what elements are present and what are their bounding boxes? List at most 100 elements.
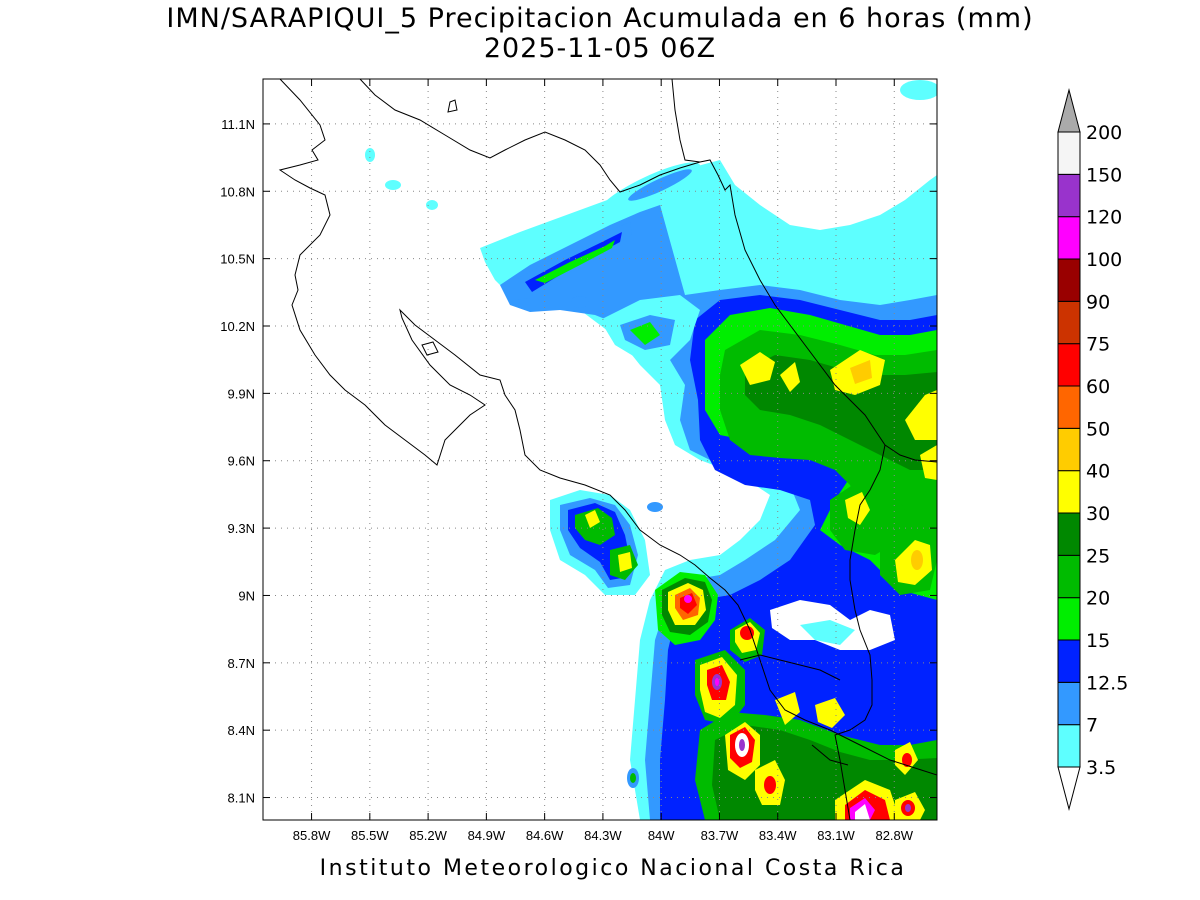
colorbar-label: 3.5 (1086, 757, 1116, 779)
colorbar-swatch (1057, 512, 1081, 556)
colorbar-label: 7 (1086, 715, 1098, 737)
precip-area (618, 552, 632, 572)
precip-area (905, 804, 911, 812)
y-tick-label: 10.2N (220, 319, 255, 334)
colorbar-label: 150 (1086, 164, 1122, 186)
colorbar-over-triangle (1057, 88, 1081, 133)
precip-area (740, 626, 754, 640)
precip-area (920, 445, 937, 480)
x-tick-label: 84.6W (526, 828, 564, 843)
y-tick-label: 10.5N (220, 252, 255, 267)
x-tick-label: 84.3W (584, 828, 622, 843)
northern-coast (671, 79, 701, 163)
colorbar-swatch (1057, 131, 1081, 175)
colorbar-label: 90 (1086, 291, 1110, 313)
x-tick-label: 85.2W (409, 828, 447, 843)
colorbar-label: 12.5 (1086, 672, 1128, 694)
colorbar-swatch (1057, 639, 1081, 683)
colorbar-label: 20 (1086, 588, 1110, 610)
precip-area (365, 148, 375, 162)
y-tick-label: 9.6N (228, 454, 255, 469)
x-tick-label: 83.1W (817, 828, 855, 843)
x-tick-label: 83.4W (759, 828, 797, 843)
colorbar-swatch (1057, 173, 1081, 218)
costa-rica-panama-border (834, 444, 886, 820)
y-tick-label: 9.3N (228, 521, 255, 536)
colorbar: 3.5 7 12.5 15 20 25 30 40 50 60 75 90 100 120 150 200 (1057, 88, 1128, 811)
colorbar-label: 120 (1086, 207, 1122, 229)
colorbar-label: 30 (1086, 503, 1110, 525)
colorbar-swatch (1057, 385, 1081, 429)
colorbar-label: 40 (1086, 461, 1110, 483)
map-title: IMN/SARAPIQUI_5 Precipitacion Acumulada … (166, 3, 1034, 34)
precip-area (385, 180, 401, 190)
map-frame (262, 78, 938, 821)
colorbar-label: 25 (1086, 545, 1110, 567)
precip-area (905, 390, 937, 440)
precip-area (571, 296, 589, 308)
precip-area (715, 678, 719, 686)
footer-credit: Instituto Meteorologico Nacional Costa R… (319, 856, 907, 881)
colorbar-swatch (1057, 470, 1081, 514)
colorbar-label: 100 (1086, 249, 1122, 271)
colorbar-swatch (1057, 258, 1081, 302)
precip-area (630, 322, 660, 345)
x-tick-label: 84W (648, 828, 675, 843)
colorbar-swatch (1057, 427, 1081, 472)
precip-area (740, 352, 775, 385)
colorbar-swatch (1057, 343, 1081, 387)
colorbar-label: 75 (1086, 334, 1110, 356)
y-tick-label: 8.7N (228, 656, 255, 671)
inner-border (739, 654, 841, 681)
precip-area (780, 362, 800, 392)
colorbar-swatch (1057, 300, 1081, 345)
x-tick-label: 85.8W (293, 828, 331, 843)
precip-area (585, 510, 600, 528)
y-tick-label: 11.1N (221, 117, 255, 132)
caribbean-coastline (359, 79, 937, 463)
y-tick-label: 10.8N (220, 184, 255, 199)
precip-area (902, 212, 937, 268)
lake-outline (447, 99, 458, 113)
x-tick-label: 83.7W (701, 828, 739, 843)
x-tick-label: 85.5W (351, 828, 389, 843)
colorbar-label: 200 (1086, 122, 1122, 144)
colorbar-swatch (1057, 216, 1081, 260)
y-tick-label: 9N (238, 588, 255, 603)
precip-area (800, 620, 855, 645)
precip-area (647, 502, 663, 512)
x-tick-label: 82.8W (875, 828, 913, 843)
x-axis: 85.8W 85.5W 85.2W 84.9W 84.6W 84.3W 84W 83.7W 83… (293, 79, 914, 843)
precipitation-field (365, 80, 937, 820)
y-tick-label: 9.9N (228, 386, 255, 401)
y-tick-label: 8.1N (228, 791, 255, 806)
precip-area (764, 776, 776, 794)
y-tick-label: 8.4N (228, 723, 255, 738)
precip-area (911, 550, 923, 570)
precip-area (684, 595, 692, 603)
precip-area (855, 804, 870, 820)
x-tick-label: 84.9W (468, 828, 506, 843)
colorbar-swatch (1057, 597, 1081, 641)
precip-area (575, 508, 615, 545)
precip-area (628, 169, 692, 201)
y-axis: 11.1N 10.8N 10.5N 10.2N 9.9N 9.6N 9.3N 9N 8.7N 8.… (220, 117, 937, 806)
colorbar-label: 50 (1086, 418, 1110, 440)
precip-area (426, 200, 438, 210)
coastlines (278, 79, 937, 820)
precip-area (775, 692, 800, 725)
precip-area (902, 753, 912, 767)
pacific-coastline (278, 79, 937, 776)
precip-area (900, 80, 937, 100)
grid-lines (263, 79, 937, 820)
colorbar-swatch (1057, 554, 1081, 599)
colorbar-label: 60 (1086, 376, 1110, 398)
precip-area (630, 773, 636, 783)
colorbar-under-triangle (1057, 766, 1081, 811)
map-subtitle: 2025-11-05 06Z (483, 33, 717, 64)
inner-border (811, 744, 849, 766)
colorbar-swatch (1057, 681, 1081, 726)
colorbar-swatch (1057, 724, 1081, 768)
precip-area (535, 240, 615, 283)
